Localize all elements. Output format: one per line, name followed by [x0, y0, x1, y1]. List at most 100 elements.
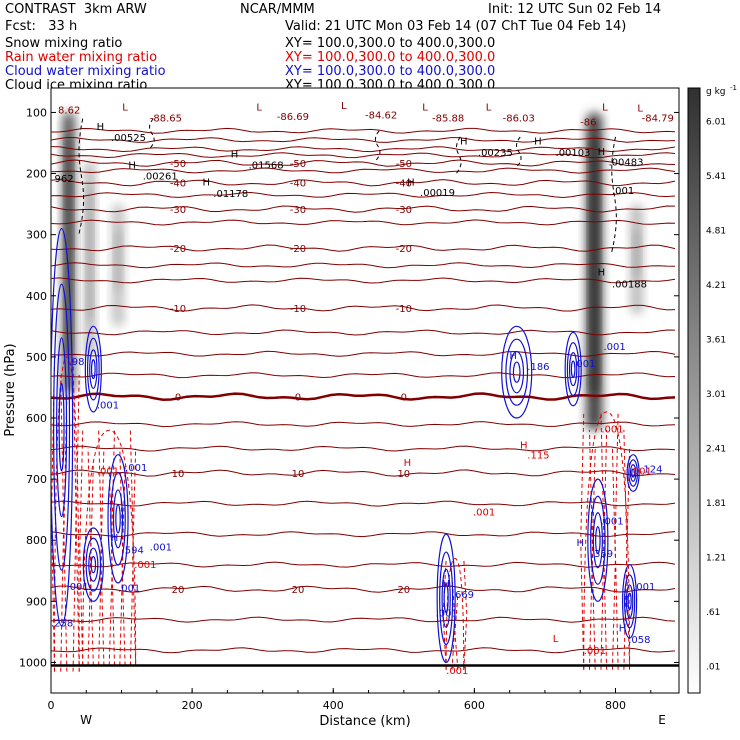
field-label-cloud-water: Cloud water mixing ratio — [5, 64, 166, 79]
high-marker: H — [598, 267, 606, 278]
high-marker: H — [598, 147, 606, 158]
cloud-water-contour-6 — [564, 331, 582, 407]
value-annotation: .001 — [97, 467, 119, 478]
value-annotation: .00525 — [111, 133, 146, 144]
high-marker: H — [460, 137, 468, 148]
organization-label: NCAR/MMM — [240, 2, 315, 17]
snow-core-1 — [87, 185, 93, 321]
isotherm-label: -30 — [170, 205, 186, 216]
ice-outlines — [78, 118, 617, 254]
value-annotation: .001 — [125, 463, 147, 474]
cloud-water-contour-9 — [623, 574, 636, 629]
isotherm-0 — [51, 392, 676, 401]
low-marker: L — [602, 102, 608, 113]
cloud-water-contour-2 — [110, 472, 126, 566]
y-tick-label: 500 — [26, 351, 47, 364]
value-annotation: .00103 — [556, 148, 591, 159]
axes: 0 200 400 600 800100200300400500600700800900… — [19, 106, 679, 712]
colorbar-label: 1.81 — [706, 499, 726, 509]
isotherm-label: -30 — [290, 205, 306, 216]
value-annotation: .01178 — [213, 189, 248, 200]
value-annotation: .359 — [591, 549, 613, 560]
value-annotation: .001 — [630, 467, 652, 478]
low-marker: L — [122, 102, 128, 113]
isotherm-label: 20 — [397, 585, 410, 596]
rain-contour-0 — [75, 374, 80, 672]
y-axis-label: Pressure (hPa) — [3, 343, 18, 436]
isotherm-label: 0 — [401, 393, 407, 404]
isotherm-line — [51, 647, 676, 654]
isotherm-line — [51, 531, 676, 538]
cloud-water-contour-3 — [88, 547, 99, 582]
rain-contour-1 — [100, 448, 105, 666]
cloud-water-contour-0 — [58, 382, 65, 472]
isotherm-line — [51, 262, 676, 269]
cloud-water-contour-7 — [590, 495, 606, 585]
y-tick-label: 300 — [26, 229, 47, 242]
isotherm-label: -20 — [290, 244, 306, 255]
isotherm--50 — [51, 159, 676, 167]
cloud-water-contour-4 — [436, 533, 456, 664]
high-marker: H — [404, 458, 412, 469]
isotherm-label: -10 — [396, 304, 412, 315]
y-tick-label: 400 — [26, 290, 47, 303]
rain-contour-1 — [98, 430, 103, 666]
isotherm--30 — [51, 205, 676, 213]
isotherm-line — [51, 277, 676, 284]
cloud-water-contour-5 — [501, 325, 533, 419]
high-marker: H — [520, 440, 528, 451]
east-label: E — [658, 713, 666, 727]
rain-contour-1 — [132, 448, 137, 666]
isotherm--20 — [51, 244, 676, 252]
y-tick-label: 700 — [26, 473, 47, 486]
cloud-water-contour-9 — [622, 564, 638, 639]
colorbar: .01 .61 1.21 1.81 2.41 3.01 3.61 4.21 4.81 5.41 6.… — [687, 84, 737, 694]
value-annotation: -84.79 — [642, 113, 674, 124]
isotherm-label: 0 — [175, 393, 181, 404]
value-annotation: .001 — [603, 342, 625, 353]
cloud-water-contour-6 — [568, 352, 578, 387]
high-marker: H — [619, 624, 627, 635]
rain-contour-3 — [603, 429, 608, 670]
cloud-water-contour-1 — [84, 325, 102, 413]
high-marker: H — [407, 178, 415, 189]
colorbar-gradient — [687, 87, 701, 694]
rain-contour-0 — [63, 392, 68, 672]
ice-outline-2 — [374, 130, 381, 162]
value-annotation: -86 — [580, 118, 596, 129]
y-tick-label: 1000 — [19, 656, 47, 669]
ice-outline-5 — [611, 136, 617, 254]
value-annotation: .98 — [69, 357, 85, 368]
snow-core-2 — [115, 228, 122, 290]
isotherm-label: 10 — [397, 469, 410, 480]
cloud-water-contour-9 — [625, 584, 634, 619]
isotherm-label: 10 — [172, 469, 185, 480]
value-annotation: .115 — [527, 451, 549, 462]
isotherm-label: 20 — [292, 585, 305, 596]
cloud-water-contour-3 — [82, 527, 104, 602]
x-axis-label: Distance (km) — [319, 714, 410, 729]
cloud-water-contour-9 — [627, 592, 632, 610]
high-marker: H — [202, 178, 210, 189]
value-annotation: .186 — [527, 362, 549, 373]
rain-envelope-3 — [583, 411, 631, 670]
field-xy-rain: XY= 100.0,300.0 to 400.0,300.0 — [285, 50, 496, 65]
isotherm-label: 20 — [172, 585, 185, 596]
isotherm-label: 10 — [292, 469, 305, 480]
rain-contour-3 — [580, 411, 585, 670]
isotherm-label: -20 — [396, 244, 412, 255]
cloud-water-contour-5 — [512, 361, 521, 383]
value-annotation: .00261 — [143, 171, 178, 182]
model-title: CONTRAST 3km ARW — [5, 2, 147, 17]
value-annotation: -84.62 — [365, 110, 397, 121]
x-tick-label: 200 — [182, 699, 203, 712]
y-tick-label: 200 — [26, 168, 47, 181]
cloud-water-contour-6 — [566, 342, 580, 397]
low-marker: L — [486, 102, 492, 113]
high-marker: H — [128, 160, 136, 171]
cloud-water-contour-7 — [587, 478, 609, 602]
y-tick-label: 800 — [26, 534, 47, 547]
y-tick-label: 600 — [26, 412, 47, 425]
valid-time: Valid: 21 UTC Mon 03 Feb 14 (07 ChT Tue … — [285, 19, 627, 34]
isotherm-line — [51, 561, 676, 568]
